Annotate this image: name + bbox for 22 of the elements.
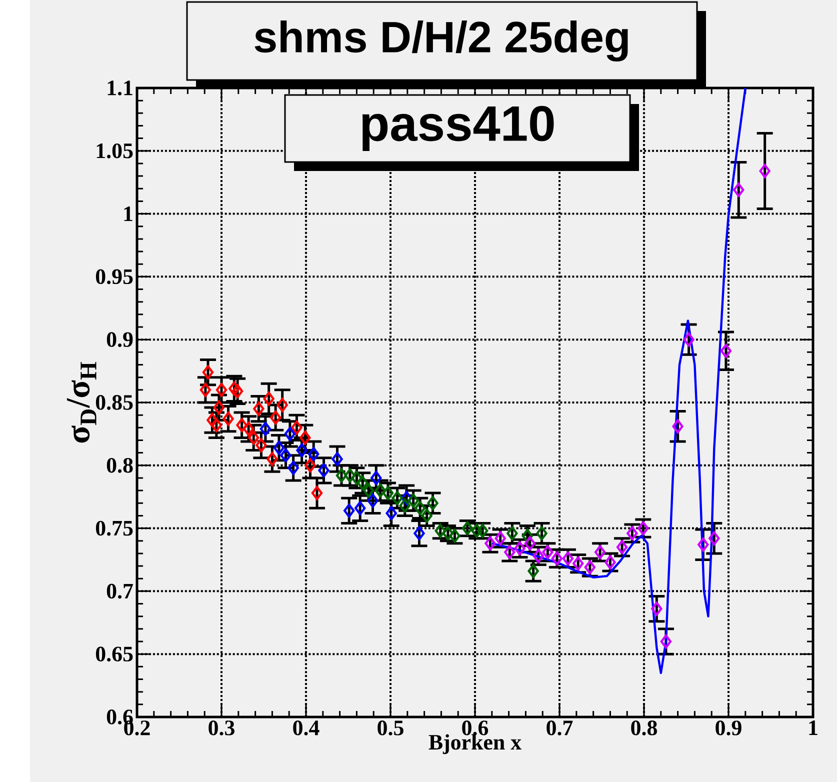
chart-subtitle: pass410 — [362, 106, 554, 152]
y-tick-label: 0.9 — [106, 332, 133, 348]
y-tick-label: 1 — [124, 206, 132, 222]
x-tick-label: 0.9 — [716, 720, 742, 736]
y-tick-label: 0.8 — [106, 458, 133, 473]
x-tick-label: 1 — [809, 720, 818, 735]
y-tick-label: 0.75 — [96, 520, 133, 536]
x-tick-label: 0.3 — [208, 720, 234, 736]
chart-title: shms D/H/2 25deg — [254, 20, 628, 62]
x-tick-label: 0.5 — [378, 720, 404, 736]
y-tick-label: 0.95 — [96, 269, 133, 284]
x-tick-label: 0.7 — [546, 720, 573, 736]
y-tick-label: 1.1 — [108, 80, 132, 96]
y-tick-label: 0.65 — [96, 646, 133, 662]
x-tick-label: 0.6 — [462, 720, 488, 736]
y-tick-label: 0.7 — [106, 584, 133, 599]
x-axis-title: Bjorken x — [428, 734, 522, 754]
y-tick-label: 1.05 — [96, 143, 133, 158]
x-tick-label: 0.4 — [293, 720, 320, 736]
y-tick-label: 0.85 — [96, 395, 133, 410]
y-axis-title: σ$_{D}$/σ$_{H}$ — [66, 362, 96, 443]
x-tick-label: 0.8 — [631, 720, 657, 736]
